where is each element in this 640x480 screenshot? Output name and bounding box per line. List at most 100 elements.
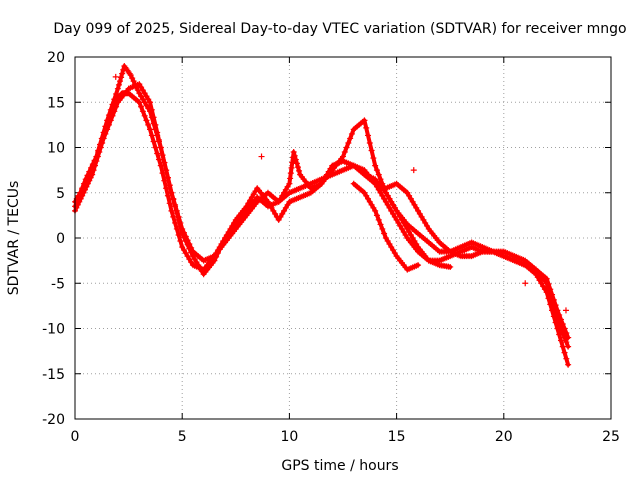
- data-point: [252, 188, 259, 195]
- data-point: [113, 90, 120, 97]
- data-point: [100, 135, 107, 142]
- data-point: [231, 219, 238, 226]
- x-tick-label: 0: [71, 429, 80, 445]
- data-point: [173, 210, 180, 217]
- data-point: [134, 87, 141, 94]
- data-point: [292, 156, 299, 163]
- data-point: [447, 263, 454, 270]
- data-point: [168, 189, 175, 196]
- series-trace: [73, 91, 571, 367]
- x-tick-label: 25: [602, 429, 620, 445]
- data-point: [418, 213, 425, 220]
- data-point: [522, 280, 529, 287]
- data-point: [180, 234, 187, 241]
- data-point: [397, 213, 404, 220]
- data-point: [343, 144, 350, 151]
- data-point: [404, 225, 411, 232]
- data-point: [388, 244, 395, 251]
- data-point: [386, 204, 393, 211]
- chart-title: Day 099 of 2025, Sidereal Day-to-day VTE…: [53, 21, 626, 37]
- data-point: [361, 117, 368, 124]
- data-point: [556, 331, 563, 338]
- data-point: [554, 307, 561, 314]
- data-point: [341, 149, 348, 156]
- data-point: [177, 238, 184, 245]
- data-point: [559, 320, 566, 327]
- data-point: [363, 124, 370, 131]
- x-axis-label: GPS time / hours: [281, 458, 398, 474]
- data-point: [561, 349, 568, 356]
- data-point: [411, 201, 418, 208]
- data-point: [77, 189, 84, 196]
- data-point: [411, 238, 418, 245]
- data-point: [365, 132, 372, 139]
- data-point: [277, 195, 284, 202]
- data-point: [368, 147, 375, 154]
- data-point: [540, 283, 547, 290]
- data-point: [366, 198, 373, 205]
- data-point: [406, 228, 413, 235]
- data-point: [107, 106, 114, 113]
- grid-lines: [75, 57, 611, 419]
- data-point: [119, 70, 126, 77]
- data-point: [296, 167, 303, 174]
- data-point: [102, 130, 109, 137]
- data-point: [97, 144, 104, 151]
- data-point: [186, 256, 193, 263]
- data-point: [145, 96, 152, 103]
- data-point: [145, 121, 152, 128]
- data-point: [563, 330, 570, 337]
- data-point: [218, 242, 225, 249]
- data-point: [294, 164, 301, 171]
- data-point: [391, 250, 398, 257]
- data-point: [386, 241, 393, 248]
- data-point: [91, 157, 98, 164]
- data-point: [188, 249, 195, 256]
- data-point: [407, 231, 414, 238]
- data-point: [113, 103, 120, 110]
- data-point: [379, 225, 386, 232]
- data-point: [114, 85, 121, 92]
- data-point: [550, 296, 557, 303]
- data-point: [406, 192, 413, 199]
- data-point: [287, 170, 294, 177]
- data-point: [173, 225, 180, 232]
- data-point: [293, 160, 300, 167]
- x-tick-label: 5: [178, 429, 187, 445]
- data-point: [390, 247, 397, 254]
- data-point: [370, 204, 377, 211]
- data-point: [415, 262, 422, 269]
- data-point: [347, 135, 354, 142]
- data-point: [563, 355, 570, 362]
- data-point: [136, 99, 143, 106]
- data-point: [193, 259, 200, 266]
- data-point: [80, 180, 87, 187]
- y-axis-label: SDTVAR / TECUs: [6, 181, 22, 296]
- data-point: [170, 213, 177, 220]
- data-point: [538, 280, 545, 287]
- data-point: [382, 189, 389, 196]
- data-point: [118, 74, 125, 81]
- data-point: [243, 203, 250, 210]
- data-point: [402, 231, 409, 238]
- data-point: [288, 164, 295, 171]
- data-point: [197, 265, 204, 272]
- data-point: [549, 291, 556, 298]
- data-point: [373, 212, 380, 219]
- data-point: [557, 337, 564, 344]
- data-point: [562, 307, 569, 314]
- data-point: [161, 177, 168, 184]
- data-point: [138, 84, 145, 91]
- data-point: [391, 204, 398, 211]
- x-tick-label: 20: [495, 429, 513, 445]
- data-point: [410, 167, 417, 174]
- y-tick-label: 0: [56, 231, 65, 247]
- data-point: [111, 96, 118, 103]
- data-point: [84, 172, 91, 179]
- data-point: [391, 213, 398, 220]
- data-point: [180, 247, 187, 254]
- y-tick-label: 10: [47, 141, 65, 157]
- data-point: [322, 174, 329, 181]
- series-track-1: [72, 90, 572, 368]
- data-point: [75, 194, 82, 201]
